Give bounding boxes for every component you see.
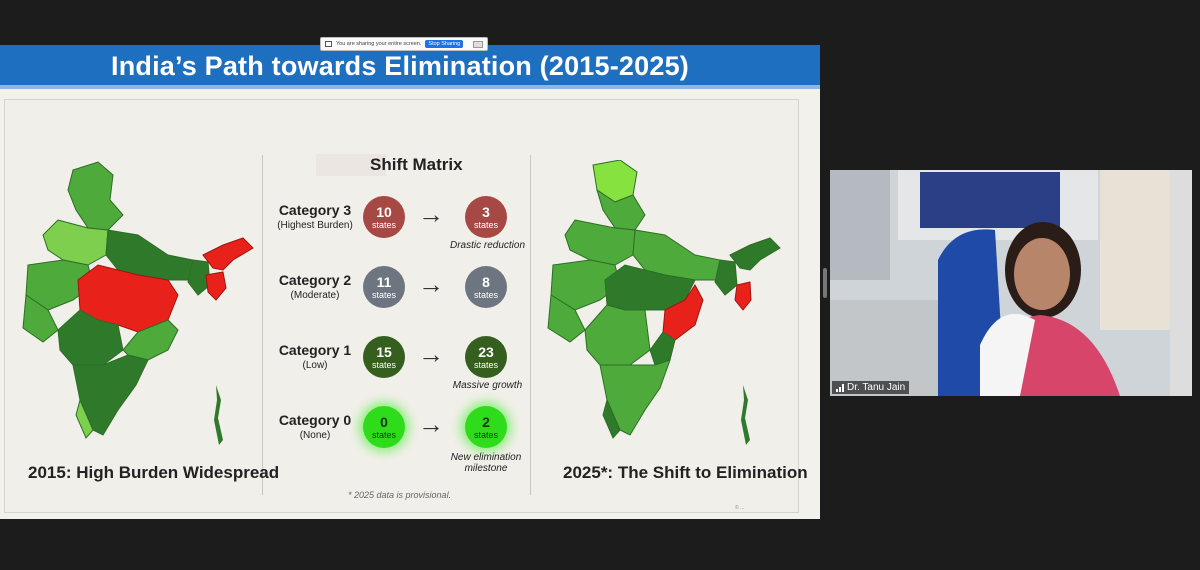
- panel-resize-handle[interactable]: [823, 268, 827, 298]
- participant-video: [830, 170, 1192, 396]
- share-screen-icon: [325, 41, 332, 47]
- map-maharashtra: [584, 304, 651, 366]
- category-1-label: Category 1 (Low): [270, 342, 360, 371]
- count-value: 2: [482, 413, 490, 430]
- map-gujarat: [547, 294, 586, 343]
- count-unit: states: [371, 429, 396, 440]
- map-south-tip: [602, 398, 621, 439]
- map-east-coast: [122, 319, 179, 361]
- map-north: [596, 188, 646, 231]
- category-name: Category 1: [278, 342, 352, 358]
- category-name: Category 2: [278, 272, 352, 288]
- map-south-tip: [75, 398, 94, 439]
- participant-name: Dr. Tanu Jain: [847, 382, 906, 393]
- category-3-label: Category 3 (Highest Burden): [270, 202, 360, 231]
- category-name: Category 0: [278, 412, 352, 428]
- count-unit: states: [473, 429, 498, 440]
- category-sub: (None): [299, 430, 331, 441]
- category-name: Category 3: [278, 202, 352, 218]
- map-northeast: [729, 237, 781, 271]
- map-east: [714, 259, 738, 296]
- stop-sharing-button[interactable]: Stop Sharing: [425, 40, 464, 48]
- india-map-2015: [22, 161, 254, 445]
- signal-bars-icon: [836, 383, 844, 392]
- count-value: 15: [376, 343, 392, 360]
- shift-matrix-title: Shift Matrix: [370, 155, 463, 174]
- category-3-from-circle: 10 states: [363, 196, 405, 238]
- category-3-note: Drastic reduction: [449, 240, 526, 251]
- corner-credit: © ...: [735, 505, 745, 511]
- share-status-text: You are sharing your entire screen.: [336, 41, 422, 47]
- india-map-2025: [547, 160, 781, 445]
- count-value: 3: [482, 203, 490, 220]
- map-gangetic: [105, 229, 199, 281]
- count-value: 8: [482, 273, 490, 290]
- left-divider: [262, 155, 263, 495]
- category-0-label: Category 0 (None): [270, 412, 360, 441]
- category-1-note: Massive growth: [452, 380, 523, 391]
- map-islands: [214, 385, 223, 445]
- shift-title-highlight: [316, 154, 386, 176]
- right-map-caption: 2025*: The Shift to Elimination: [563, 463, 808, 482]
- map-east-bengal: [187, 259, 211, 296]
- map-ne-red: [734, 281, 752, 311]
- map-north: [67, 161, 124, 231]
- count-value: 10: [376, 203, 392, 220]
- arrow-right-icon: →: [418, 199, 444, 229]
- map-gangetic: [632, 229, 726, 281]
- count-value: 11: [376, 273, 392, 290]
- category-2-to-circle: 8 states: [465, 266, 507, 308]
- map-2015-shapes: [22, 161, 254, 445]
- count-unit: states: [473, 219, 498, 230]
- count-value: 0: [380, 413, 388, 430]
- left-map-caption: 2015: High Burden Widespread: [28, 463, 280, 482]
- count-unit: states: [473, 359, 498, 370]
- category-sub: (Highest Burden): [277, 220, 353, 231]
- slide-title: India’s Path towards Elimination (2015-2…: [111, 51, 689, 81]
- category-sub: (Moderate): [290, 290, 340, 301]
- count-unit: states: [371, 219, 396, 230]
- category-2-from-circle: 11 states: [363, 266, 405, 308]
- arrow-right-icon: →: [418, 339, 444, 369]
- arrow-right-icon: →: [418, 269, 444, 299]
- map-gujarat: [22, 294, 59, 343]
- count-unit: states: [371, 359, 396, 370]
- category-2-label: Category 2 (Moderate): [270, 272, 360, 301]
- map-islands: [741, 385, 750, 445]
- map-2025-shapes: [547, 160, 781, 445]
- participant-video-tile[interactable]: [830, 170, 1192, 396]
- screen-share-bar: You are sharing your entire screen. Stop…: [320, 37, 488, 51]
- count-unit: states: [473, 289, 498, 300]
- minimize-share-bar-button[interactable]: [473, 40, 483, 48]
- category-1-from-circle: 15 states: [363, 336, 405, 378]
- provisional-footnote: * 2025 data is provisional.: [348, 490, 452, 500]
- count-unit: states: [371, 289, 396, 300]
- slide-title-bar: [0, 45, 820, 85]
- title-underline: [0, 85, 820, 89]
- map-northeast-red: [202, 237, 254, 271]
- category-0-to-circle: 2 states: [465, 406, 507, 448]
- category-sub: (Low): [302, 360, 328, 371]
- count-value: 23: [478, 343, 494, 360]
- participant-name-badge: Dr. Tanu Jain: [832, 381, 910, 394]
- category-1-to-circle: 23 states: [465, 336, 507, 378]
- category-0-note: New elimination milestone: [450, 452, 522, 474]
- arrow-right-icon: →: [418, 409, 444, 439]
- category-3-to-circle: 3 states: [465, 196, 507, 238]
- category-0-from-circle: 0 states: [363, 406, 405, 448]
- right-divider: [530, 155, 531, 495]
- map-east-coast: [649, 331, 676, 366]
- map-ne-red-2: [205, 271, 227, 301]
